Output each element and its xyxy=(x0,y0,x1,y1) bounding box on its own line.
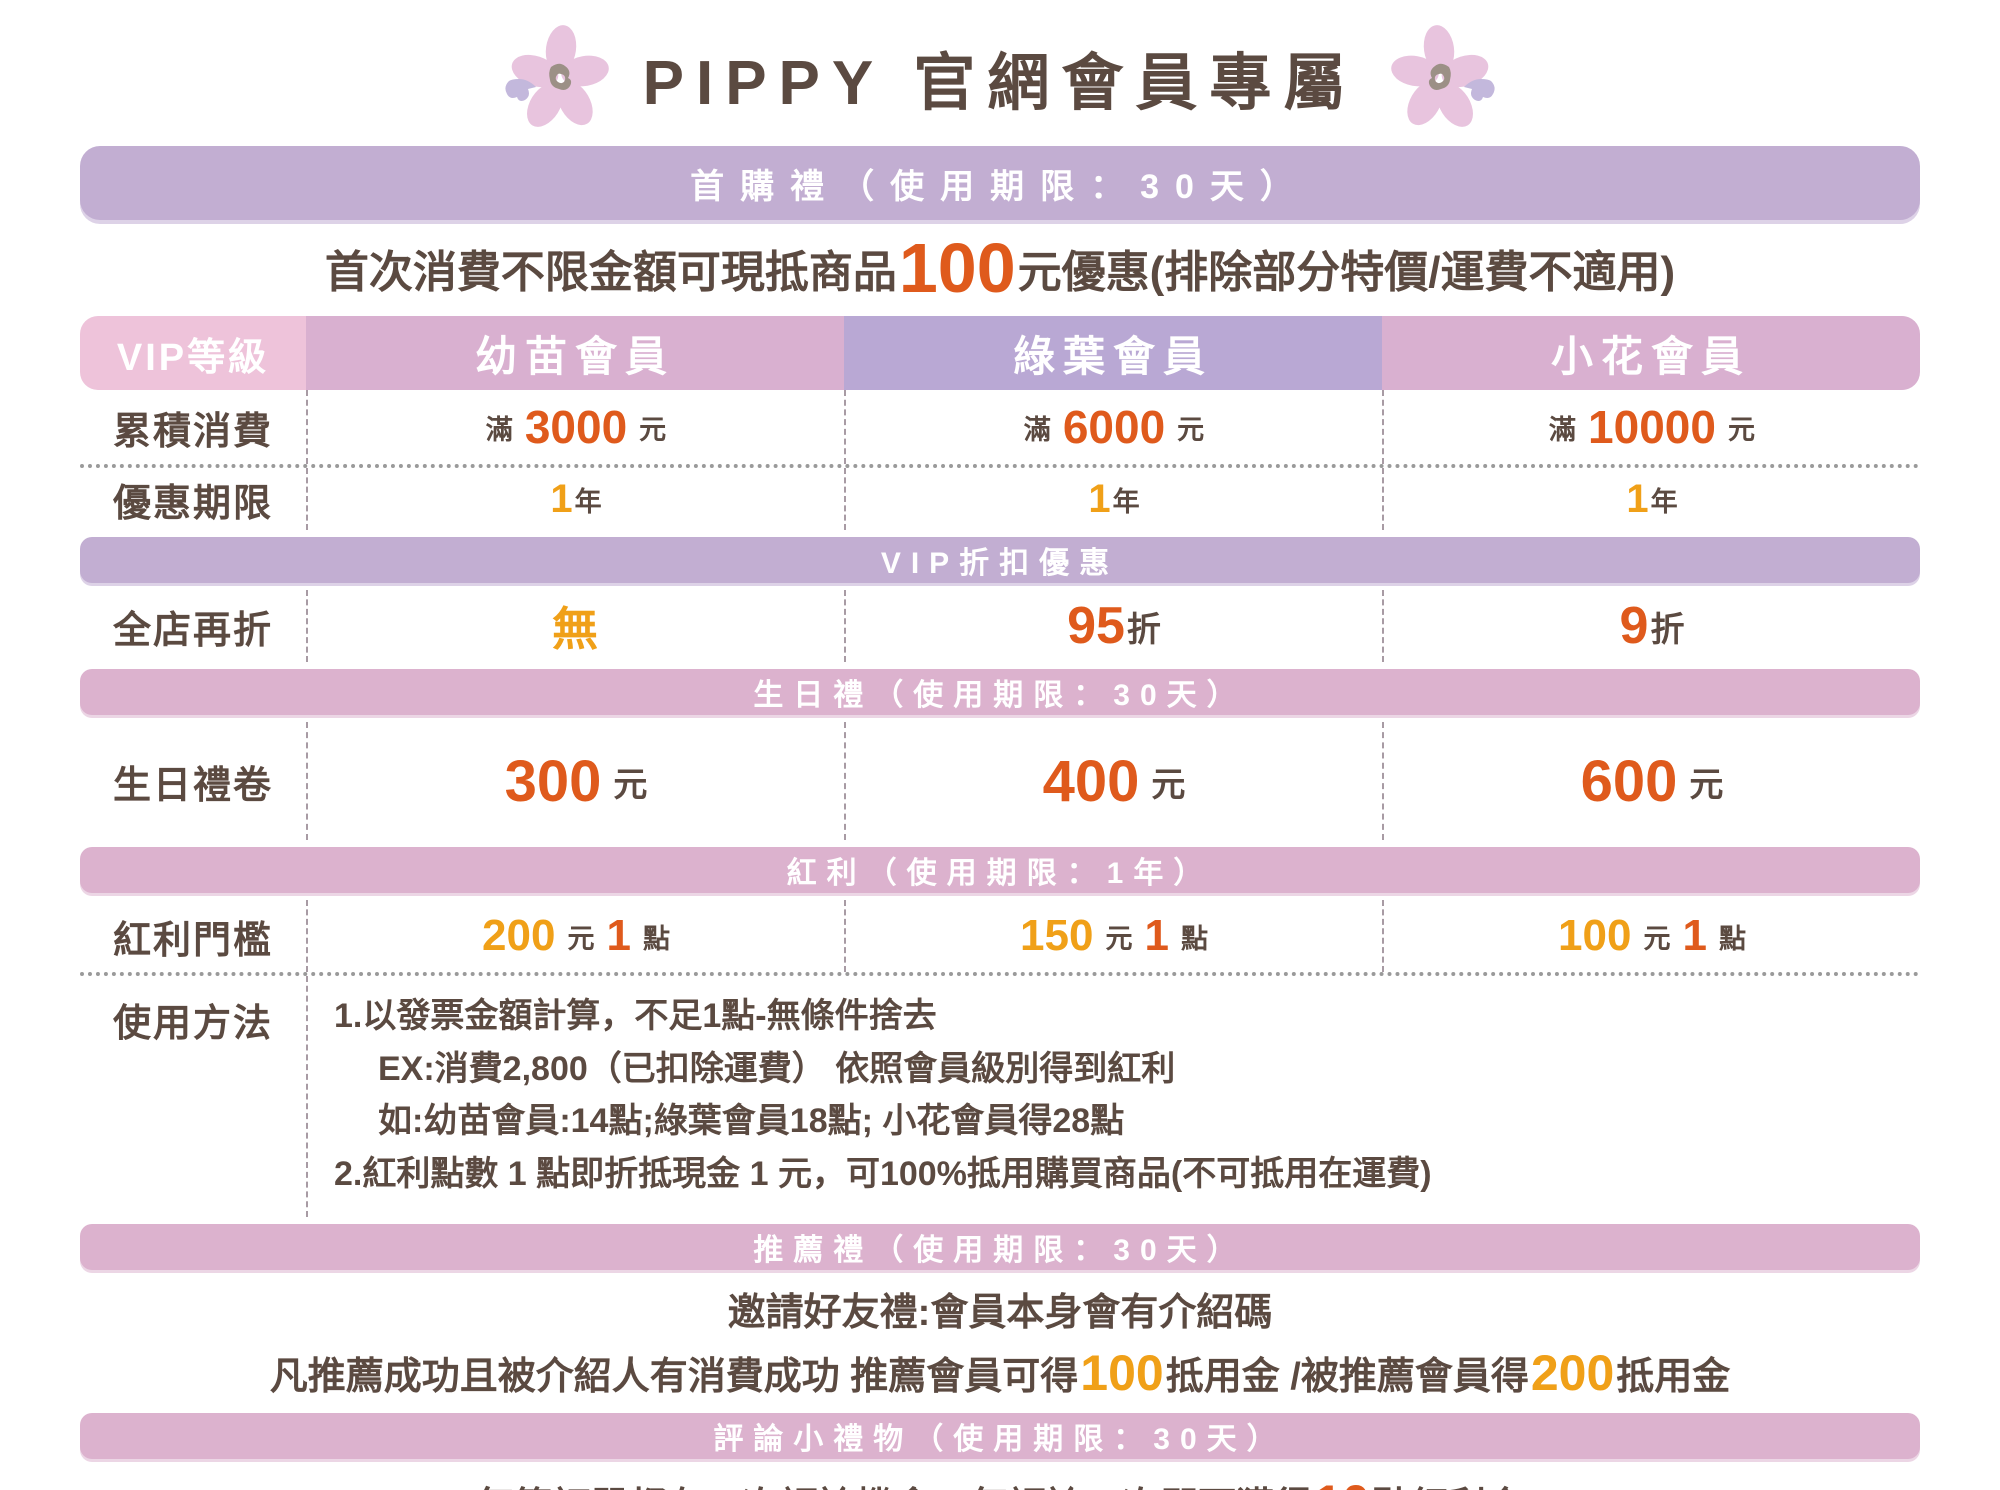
first-purchase-amount: 100 xyxy=(898,229,1016,307)
table-cell: 200 元 1 點 xyxy=(306,900,844,972)
table-cell: 1 年 xyxy=(1382,468,1920,530)
row-validity: 優惠期限 1 年 1 年 1 年 xyxy=(80,468,1920,530)
banner-vip-discount: VIP折扣優惠 xyxy=(80,537,1920,583)
banner-first-purchase: 首購禮（使用期限：30天） xyxy=(80,146,1920,220)
first-purchase-desc-pre: 首次消費不限金額可現抵商品 xyxy=(324,248,897,297)
usage-line-2: EX:消費2,800（已扣除運費） 依照會員級別得到紅利 xyxy=(378,1049,1176,1088)
row-usage-method: 使用方法 1.以發票金額計算，不足1點-無條件捨去 EX:消費2,800（已扣除… xyxy=(80,976,1920,1217)
row-bonus-threshold: 紅利門檻 200 元 1 點 150 元 1 點 100 元 1 點 xyxy=(80,900,1920,972)
banner-referral-gift: 推薦禮（使用期限：30天） xyxy=(80,1223,1920,1270)
page-title: PIPPY 官網會員專屬 xyxy=(642,49,1358,118)
table-cell: 滿 6000 元 xyxy=(844,390,1382,464)
review-reward-line: 每筆訂單都有一次評論機會，每評論一次即可獲得 10 點紅利金 xyxy=(80,1466,1920,1490)
table-cell: 9 折 xyxy=(1382,590,1920,662)
row-label: 使用方法 xyxy=(112,1003,273,1045)
row-label: 紅利門檻 xyxy=(112,919,273,962)
header-tier-green-leaf: 綠葉會員 xyxy=(844,316,1382,390)
table-cell: 滿 3000 元 xyxy=(306,390,844,464)
row-label: 生日禮卷 xyxy=(112,764,273,807)
review-amount: 10 xyxy=(1314,1478,1370,1490)
header-tier-seedling: 幼苗會員 xyxy=(306,316,844,390)
banner-bonus-points: 紅利（使用期限：1年） xyxy=(80,847,1920,893)
table-cell: 100 元 1 點 xyxy=(1382,900,1920,972)
row-store-discount: 全店再折 無 95 折 9 折 xyxy=(80,590,1920,662)
table-cell: 95 折 xyxy=(844,590,1382,662)
row-accumulated-spending: 累積消費 滿 3000 元 滿 6000 元 滿 10000 元 xyxy=(80,390,1920,464)
usage-line-1: 1.以發票金額計算，不足1點-無條件捨去 xyxy=(334,997,937,1035)
table-cell: 400 元 xyxy=(844,722,1382,840)
usage-line-3: 如:幼苗會員:14點;綠葉會員18點; 小花會員得28點 xyxy=(378,1102,1125,1141)
table-cell: 滿 10000 元 xyxy=(1382,390,1920,464)
first-purchase-description: 首次消費不限金額可現抵商品 100 元優惠(排除部分特價/運費不適用) xyxy=(80,220,1920,316)
table-cell: 1 年 xyxy=(844,468,1382,530)
table-cell: 600 元 xyxy=(1382,722,1920,840)
flower-icon xyxy=(505,25,609,127)
table-cell: 1 年 xyxy=(306,468,844,530)
referral-reward-line: 凡推薦成功且被介紹人有消費成功 推薦會員可得 100 抵用金 /被推薦會員得 2… xyxy=(269,1344,1731,1401)
header-tier-little-flower: 小花會員 xyxy=(1382,316,1920,390)
flower-icon xyxy=(1391,25,1495,127)
usage-instructions: 1.以發票金額計算，不足1點-無條件捨去 EX:消費2,800（已扣除運費） 依… xyxy=(306,976,1920,1217)
dotted-divider xyxy=(80,464,1920,468)
banner-birthday-gift: 生日禮（使用期限：30天） xyxy=(80,669,1920,715)
row-label: 全店再折 xyxy=(112,609,273,652)
referral-amount-2: 200 xyxy=(1530,1344,1615,1401)
table-header-row: VIP等級 幼苗會員 綠葉會員 小花會員 xyxy=(80,316,1920,390)
page-title-row: PIPPY 官網會員專屬 xyxy=(0,0,2000,132)
row-label: 累積消費 xyxy=(112,410,273,453)
banner-review-gift: 評論小禮物（使用期限：30天） xyxy=(80,1412,1920,1459)
usage-line-4: 2.紅利點數 1 點即折抵現金 1 元，可100%抵用購買商品(不可抵用在運費) xyxy=(334,1155,1432,1194)
dotted-divider xyxy=(80,972,1920,976)
referral-invite-line: 邀請好友禮:會員本身會有介紹碼 xyxy=(727,1292,1273,1335)
row-birthday-coupon: 生日禮卷 300 元 400 元 600 元 xyxy=(80,722,1920,840)
row-label: 優惠期限 xyxy=(112,482,273,525)
table-cell: 150 元 1 點 xyxy=(844,900,1382,972)
referral-amount-1: 100 xyxy=(1080,1344,1164,1401)
header-vip-level: VIP等級 xyxy=(80,316,306,390)
table-cell: 300 元 xyxy=(306,722,844,840)
first-purchase-desc-post: 元優惠(排除部分特價/運費不適用) xyxy=(1017,248,1676,297)
table-cell: 無 xyxy=(306,590,844,662)
